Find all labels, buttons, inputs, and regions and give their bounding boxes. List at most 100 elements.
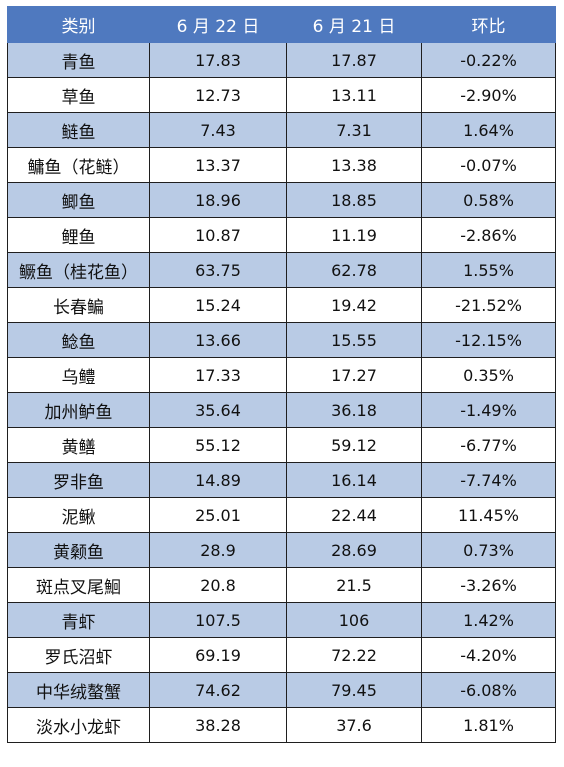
cell-price-june-22: 13.66 bbox=[149, 322, 287, 358]
cell-price-june-21: 16.14 bbox=[286, 462, 422, 498]
table-row: 鲫鱼 18.96 18.85 0.58% bbox=[7, 182, 556, 218]
table-row: 鲶鱼 13.66 15.55 -12.15% bbox=[7, 322, 556, 358]
table-row: 加州鲈鱼 35.64 36.18 -1.49% bbox=[7, 392, 556, 428]
cell-price-june-22: 28.9 bbox=[149, 532, 287, 568]
table-row: 黄颡鱼 28.9 28.69 0.73% bbox=[7, 532, 556, 568]
table-row: 鲤鱼 10.87 11.19 -2.86% bbox=[7, 217, 556, 253]
cell-category: 鳙鱼（花鲢） bbox=[7, 147, 150, 183]
cell-category: 草鱼 bbox=[7, 77, 150, 113]
cell-price-june-21: 7.31 bbox=[286, 112, 422, 148]
cell-price-june-21: 15.55 bbox=[286, 322, 422, 358]
cell-price-june-22: 13.37 bbox=[149, 147, 287, 183]
cell-price-june-22: 17.83 bbox=[149, 42, 287, 78]
cell-price-june-22: 63.75 bbox=[149, 252, 287, 288]
table-row: 罗氏沼虾 69.19 72.22 -4.20% bbox=[7, 637, 556, 673]
cell-price-june-21: 13.38 bbox=[286, 147, 422, 183]
table-row: 草鱼 12.73 13.11 -2.90% bbox=[7, 77, 556, 113]
cell-category: 长春鳊 bbox=[7, 287, 150, 323]
table-row: 乌鳢 17.33 17.27 0.35% bbox=[7, 357, 556, 393]
table-row: 黄鳝 55.12 59.12 -6.77% bbox=[7, 427, 556, 463]
cell-price-june-21: 36.18 bbox=[286, 392, 422, 428]
table-header: 类别 6 月 22 日 6 月 21 日 环比 bbox=[7, 6, 556, 43]
cell-change: -3.26% bbox=[421, 567, 556, 603]
table-row: 青鱼 17.83 17.87 -0.22% bbox=[7, 42, 556, 78]
cell-category: 黄颡鱼 bbox=[7, 532, 150, 568]
cell-price-june-21: 19.42 bbox=[286, 287, 422, 323]
header-category: 类别 bbox=[7, 6, 150, 43]
cell-change: -21.52% bbox=[421, 287, 556, 323]
cell-price-june-21: 37.6 bbox=[286, 707, 422, 743]
cell-price-june-22: 14.89 bbox=[149, 462, 287, 498]
cell-price-june-21: 17.27 bbox=[286, 357, 422, 393]
header-change: 环比 bbox=[421, 6, 556, 43]
cell-price-june-21: 106 bbox=[286, 602, 422, 638]
cell-change: -6.08% bbox=[421, 672, 556, 708]
cell-price-june-21: 28.69 bbox=[286, 532, 422, 568]
cell-change: 1.42% bbox=[421, 602, 556, 638]
cell-category: 黄鳝 bbox=[7, 427, 150, 463]
cell-change: -0.22% bbox=[421, 42, 556, 78]
cell-price-june-22: 20.8 bbox=[149, 567, 287, 603]
cell-price-june-22: 12.73 bbox=[149, 77, 287, 113]
cell-price-june-22: 35.64 bbox=[149, 392, 287, 428]
cell-price-june-22: 18.96 bbox=[149, 182, 287, 218]
cell-category: 鲢鱼 bbox=[7, 112, 150, 148]
cell-price-june-21: 18.85 bbox=[286, 182, 422, 218]
cell-change: 1.55% bbox=[421, 252, 556, 288]
cell-change: -1.49% bbox=[421, 392, 556, 428]
cell-category: 乌鳢 bbox=[7, 357, 150, 393]
cell-price-june-21: 22.44 bbox=[286, 497, 422, 533]
table-row: 罗非鱼 14.89 16.14 -7.74% bbox=[7, 462, 556, 498]
cell-price-june-22: 25.01 bbox=[149, 497, 287, 533]
cell-price-june-21: 17.87 bbox=[286, 42, 422, 78]
cell-price-june-21: 72.22 bbox=[286, 637, 422, 673]
header-date-june-22: 6 月 22 日 bbox=[149, 6, 287, 43]
cell-price-june-22: 17.33 bbox=[149, 357, 287, 393]
header-row: 类别 6 月 22 日 6 月 21 日 环比 bbox=[7, 6, 556, 43]
table-row: 青虾 107.5 106 1.42% bbox=[7, 602, 556, 638]
header-date-june-21: 6 月 21 日 bbox=[286, 6, 422, 43]
table-row: 斑点叉尾鮰 20.8 21.5 -3.26% bbox=[7, 567, 556, 603]
table-row: 中华绒螯蟹 74.62 79.45 -6.08% bbox=[7, 672, 556, 708]
cell-price-june-21: 13.11 bbox=[286, 77, 422, 113]
cell-category: 泥鳅 bbox=[7, 497, 150, 533]
cell-category: 罗非鱼 bbox=[7, 462, 150, 498]
table-row: 鲢鱼 7.43 7.31 1.64% bbox=[7, 112, 556, 148]
cell-change: -2.90% bbox=[421, 77, 556, 113]
cell-change: 11.45% bbox=[421, 497, 556, 533]
cell-change: -2.86% bbox=[421, 217, 556, 253]
cell-change: 0.73% bbox=[421, 532, 556, 568]
cell-price-june-22: 10.87 bbox=[149, 217, 287, 253]
table-body: 青鱼 17.83 17.87 -0.22% 草鱼 12.73 13.11 -2.90% 鲢鱼 7.… bbox=[7, 42, 556, 743]
cell-price-june-21: 79.45 bbox=[286, 672, 422, 708]
table-row: 长春鳊 15.24 19.42 -21.52% bbox=[7, 287, 556, 323]
cell-category: 淡水小龙虾 bbox=[7, 707, 150, 743]
table-row: 鳜鱼（桂花鱼） 63.75 62.78 1.55% bbox=[7, 252, 556, 288]
cell-category: 罗氏沼虾 bbox=[7, 637, 150, 673]
cell-change: 1.64% bbox=[421, 112, 556, 148]
cell-change: 1.81% bbox=[421, 707, 556, 743]
table-row: 淡水小龙虾 38.28 37.6 1.81% bbox=[7, 707, 556, 743]
cell-change: -7.74% bbox=[421, 462, 556, 498]
cell-category: 中华绒螯蟹 bbox=[7, 672, 150, 708]
cell-change: -12.15% bbox=[421, 322, 556, 358]
cell-category: 加州鲈鱼 bbox=[7, 392, 150, 428]
cell-price-june-22: 74.62 bbox=[149, 672, 287, 708]
cell-price-june-22: 55.12 bbox=[149, 427, 287, 463]
cell-change: -0.07% bbox=[421, 147, 556, 183]
cell-price-june-21: 59.12 bbox=[286, 427, 422, 463]
cell-price-june-22: 107.5 bbox=[149, 602, 287, 638]
cell-price-june-21: 11.19 bbox=[286, 217, 422, 253]
table-row: 泥鳅 25.01 22.44 11.45% bbox=[7, 497, 556, 533]
cell-change: 0.58% bbox=[421, 182, 556, 218]
fish-price-table: 类别 6 月 22 日 6 月 21 日 环比 青鱼 17.83 17.87 -0.2… bbox=[7, 6, 556, 743]
table-row: 鳙鱼（花鲢） 13.37 13.38 -0.07% bbox=[7, 147, 556, 183]
cell-category: 青虾 bbox=[7, 602, 150, 638]
cell-change: 0.35% bbox=[421, 357, 556, 393]
cell-price-june-22: 69.19 bbox=[149, 637, 287, 673]
cell-price-june-21: 62.78 bbox=[286, 252, 422, 288]
cell-price-june-22: 7.43 bbox=[149, 112, 287, 148]
cell-change: -6.77% bbox=[421, 427, 556, 463]
cell-price-june-21: 21.5 bbox=[286, 567, 422, 603]
cell-category: 斑点叉尾鮰 bbox=[7, 567, 150, 603]
